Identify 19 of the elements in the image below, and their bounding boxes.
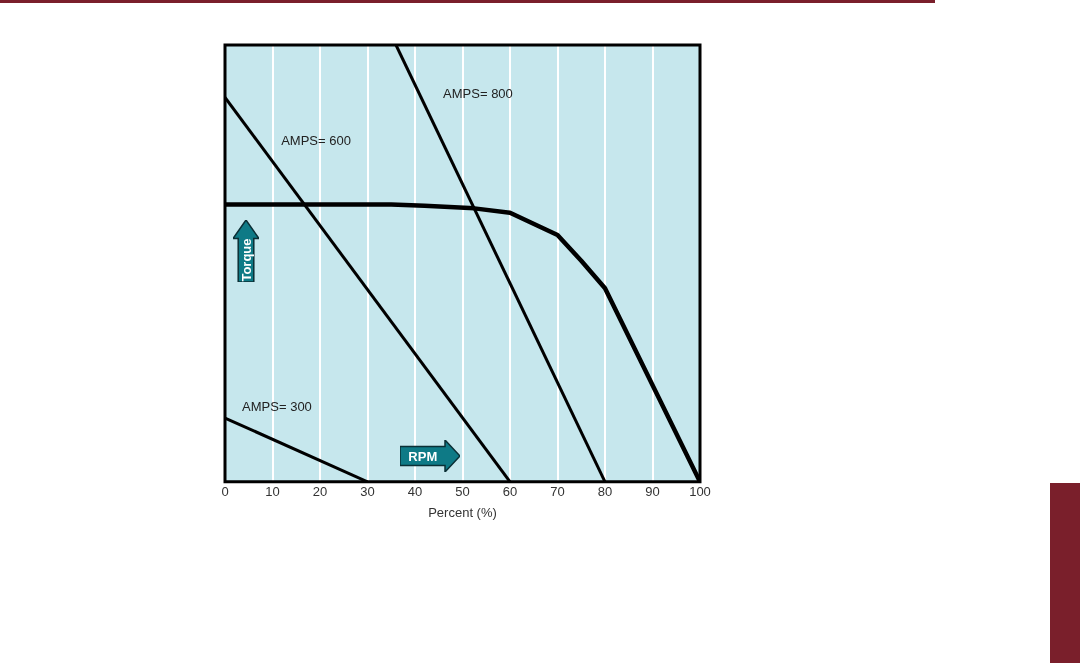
x-tick-label: 100 [689,484,711,500]
x-tick-label: 90 [645,484,660,500]
x-tick-label: 40 [407,484,423,500]
series-label: AMPS= 800 [443,86,513,102]
series-label: AMPS= 600 [281,132,351,148]
x-tick-label: 10 [265,484,280,500]
y-axis-title: Torque [238,238,254,282]
series-label: AMPS= 300 [242,399,312,415]
annotation: RPM [408,448,438,464]
x-tick-label: 80 [597,484,613,500]
x-tick-label: 50 [455,484,470,500]
x-axis-title: Percent (%) [428,504,497,520]
x-tick-label: 30 [360,484,375,500]
x-tick-label: 0 [221,484,229,500]
right-arrow-icon: RPM [400,439,460,472]
x-tick-label: 20 [312,484,328,500]
x-tick-label: 60 [502,484,518,500]
up-arrow-icon: Torque [233,220,259,282]
x-tick-label: 70 [550,484,565,500]
